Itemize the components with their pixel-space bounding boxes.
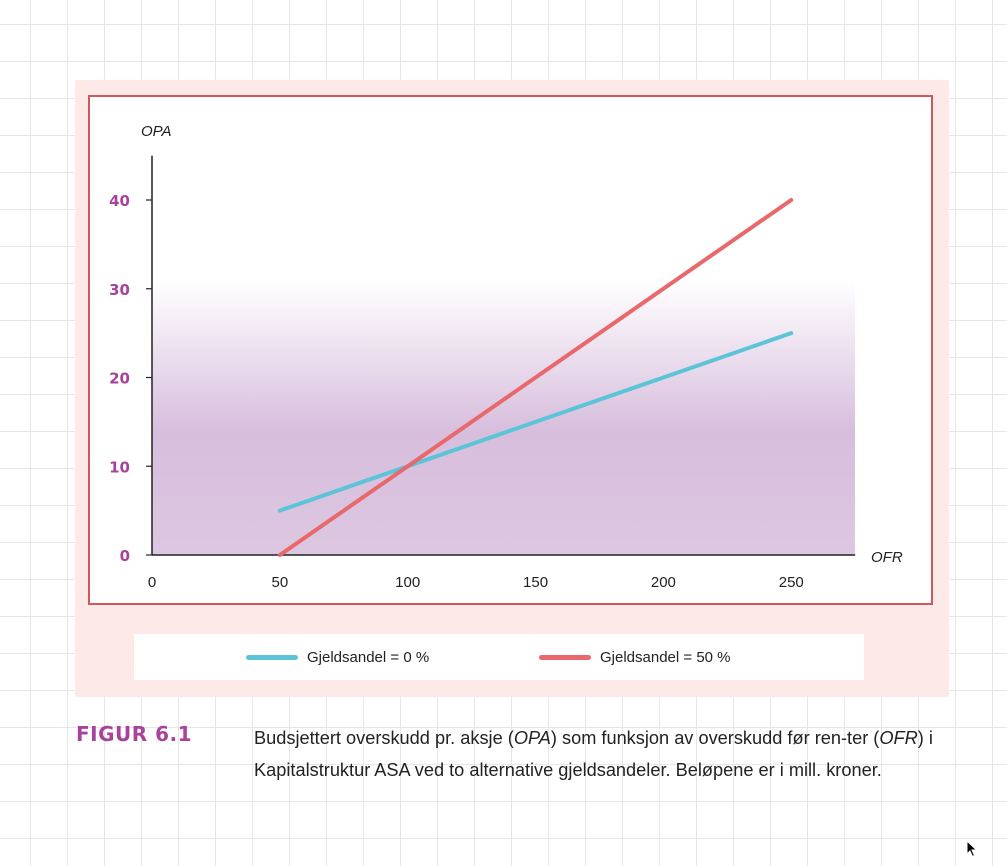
mouse-cursor-icon — [966, 840, 978, 858]
series-line-1 — [277, 198, 794, 557]
figure-caption: Budsjettert overskudd pr. aksje (OPA) so… — [254, 722, 954, 786]
legend-label-debt-0: Gjeldsandel = 0 % — [307, 648, 430, 666]
x-axis-title: OFR — [871, 549, 903, 566]
line-chart: 0 10 20 30 40 0 50 100 150 200 250 OPA OFR — [109, 123, 903, 591]
caption-part: ) som funksjon av overskudd før ren-ter … — [550, 728, 880, 748]
series-line-0 — [277, 331, 794, 513]
y-axis-title: OPA — [141, 123, 172, 140]
legend-label-debt-50: Gjeldsandel = 50 % — [600, 648, 731, 666]
x-tick-label: 50 — [272, 574, 289, 591]
legend-swatch-debt-50 — [539, 654, 591, 660]
caption-part: Budsjettert overskudd pr. aksje ( — [254, 728, 514, 748]
y-tick-label: 40 — [109, 192, 130, 210]
plot-background — [152, 280, 855, 555]
x-tick-label: 150 — [523, 574, 548, 591]
legend-item-debt-50: Gjeldsandel = 50 % — [539, 634, 731, 680]
x-tick-label: 0 — [148, 574, 156, 591]
figure-panel: 0 10 20 30 40 0 50 100 150 200 250 OPA OFR Gjelds… — [75, 80, 949, 697]
legend-item-debt-0: Gjeldsandel = 0 % — [246, 634, 429, 680]
x-tick-label: 250 — [779, 574, 804, 591]
caption-term-opa: OPA — [513, 728, 551, 748]
y-tick-label: 10 — [109, 458, 130, 476]
legend: Gjeldsandel = 0 % Gjeldsandel = 50 % — [134, 634, 864, 680]
y-tick-label: 30 — [109, 281, 130, 299]
caption-part: ) i Kapitalstruktur ASA ved to alternati… — [254, 728, 933, 780]
y-tick-label: 20 — [109, 370, 130, 388]
caption-term-ofr: OFR — [879, 728, 918, 748]
x-tick-label: 100 — [395, 574, 420, 591]
y-tick-label: 0 — [120, 547, 130, 565]
legend-swatch-debt-0 — [246, 654, 298, 660]
x-tick-label: 200 — [651, 574, 676, 591]
chart-frame: 0 10 20 30 40 0 50 100 150 200 250 OPA OFR — [88, 95, 933, 605]
figure-number: FIGUR 6.1 — [76, 722, 193, 746]
